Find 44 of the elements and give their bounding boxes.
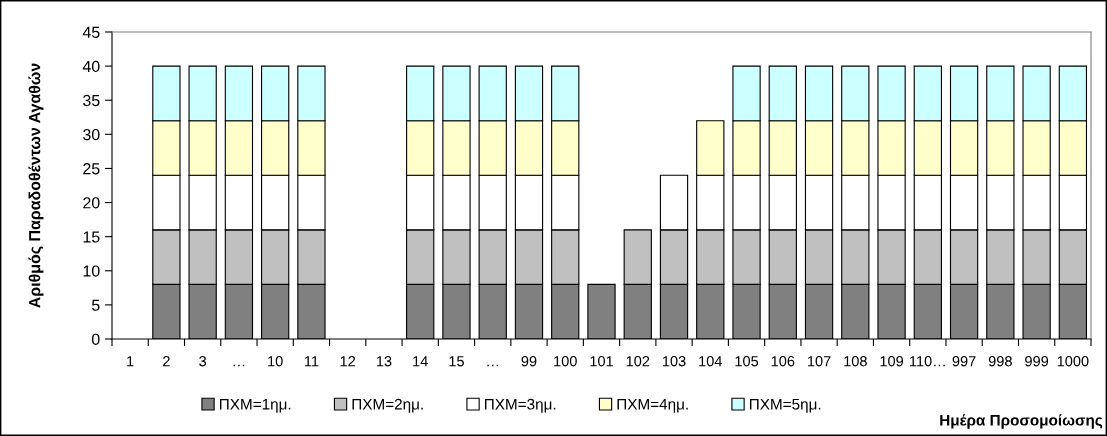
x-tick-label: 102 xyxy=(626,356,650,367)
x-tick-label: 15 xyxy=(449,356,464,367)
y-tick-label: 30 xyxy=(83,128,100,141)
x-tick-label: 13 xyxy=(376,356,392,367)
x-tick-label: 101 xyxy=(590,356,613,367)
y-tick-label: 45 xyxy=(82,26,100,38)
x-tick-label: 105 xyxy=(735,356,759,367)
x-tick-label: 1 xyxy=(127,356,134,367)
x-tick-label: 11 xyxy=(304,356,319,367)
x-tick-label: 1000 xyxy=(1057,356,1089,367)
legend-label: ΠΧΜ=3ημ. xyxy=(484,398,556,413)
x-tick-label: 109 xyxy=(880,356,904,367)
x-tick-label: 100 xyxy=(554,356,577,367)
y-tick-label: 40 xyxy=(82,60,100,73)
y-tick-label: 0 xyxy=(91,333,100,345)
x-tick-label: 12 xyxy=(340,356,356,367)
x-tick-label: 2 xyxy=(163,356,170,367)
y-tick-label: 5 xyxy=(91,299,100,311)
y-axis-title: Αριθμός Παραδοθέντων Αγαθών xyxy=(28,63,44,308)
x-tick-label: … xyxy=(233,364,245,367)
y-tick-label: 10 xyxy=(83,265,100,277)
x-tick-label: 10 xyxy=(268,356,283,367)
legend-label: ΠΧΜ=1ημ. xyxy=(220,398,291,413)
x-tick-label: 999 xyxy=(1025,356,1049,367)
legend-label: ΠΧΜ=5ημ. xyxy=(749,398,821,413)
x-tick-label: 108 xyxy=(844,356,867,367)
x-tick-label: 3 xyxy=(199,356,207,367)
x-tick-label: 110… xyxy=(910,356,945,367)
x-tick-label: 103 xyxy=(662,356,686,367)
y-tick-label: 35 xyxy=(83,94,100,107)
y-tick-label: 25 xyxy=(83,163,100,175)
legend-label: ΠΧΜ=2ημ. xyxy=(352,398,423,413)
legend-label: ΠΧΜ=4ημ. xyxy=(617,398,688,413)
x-tick-label: … xyxy=(487,364,499,367)
x-tick-label: 106 xyxy=(771,356,795,367)
x-tick-label: 14 xyxy=(413,356,428,367)
x-tick-label: 998 xyxy=(988,356,1012,367)
y-tick-label: 15 xyxy=(83,231,100,243)
x-axis-title: Ημέρα Προσομοίωσης xyxy=(940,414,1103,429)
x-tick-label: 997 xyxy=(952,356,976,367)
x-tick-label: 99 xyxy=(521,356,537,367)
y-tick-label: 20 xyxy=(83,197,100,209)
x-tick-label: 107 xyxy=(808,356,831,367)
x-tick-label: 104 xyxy=(699,356,723,367)
